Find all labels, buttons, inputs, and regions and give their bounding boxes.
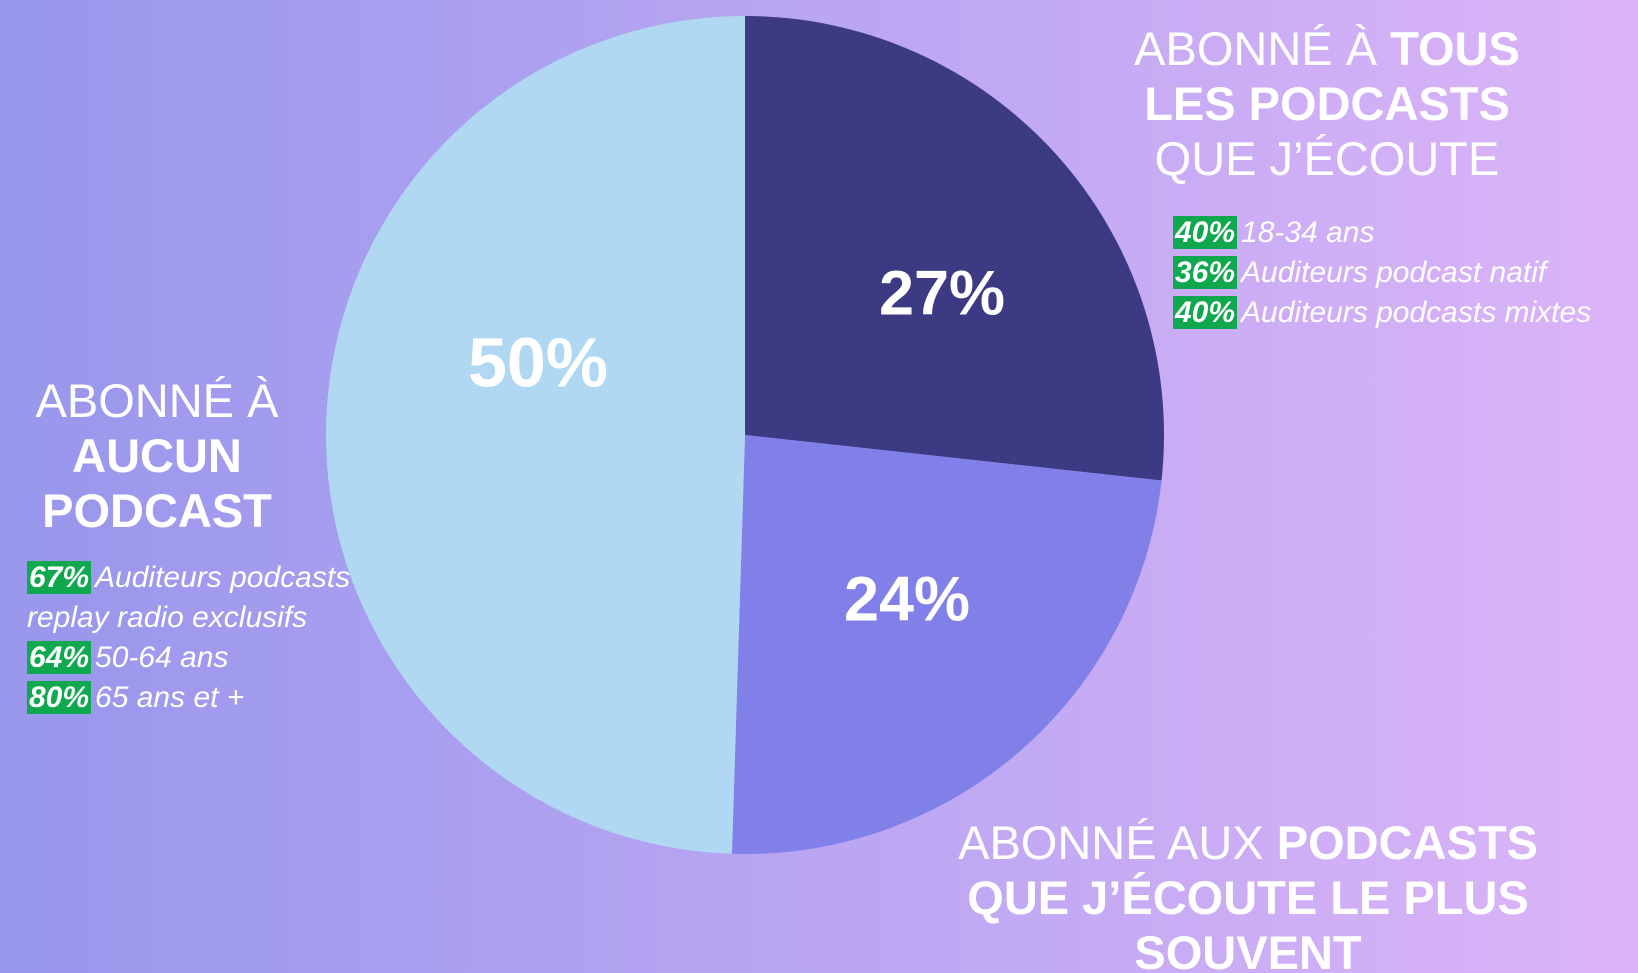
- title-line: PODCAST: [36, 483, 279, 538]
- title-part: SOUVENT: [1134, 926, 1362, 973]
- stat-row: 36% Auditeurs podcast natif: [1173, 253, 1591, 293]
- title-line: ABONNÉ AUX PODCASTS: [958, 815, 1538, 870]
- slice-title: ABONNÉ À AUCUN PODCAST: [36, 373, 279, 538]
- slice-label: 50%: [468, 323, 608, 401]
- stat-badge: 36%: [1173, 256, 1238, 289]
- stat-badge: 40%: [1173, 296, 1238, 329]
- title-line: LES PODCASTS: [1134, 76, 1520, 131]
- title-part: LES PODCASTS: [1144, 77, 1510, 130]
- stat-row: 67% Auditeurs podcasts replay radio exclu…: [27, 558, 377, 638]
- title-line: AUCUN: [36, 428, 279, 483]
- stat-row: 40% Auditeurs podcasts mixtes: [1173, 293, 1591, 333]
- title-part: QUE J’ÉCOUTE: [1154, 132, 1500, 185]
- title-part: ABONNÉ À: [35, 374, 279, 427]
- stat-badge: 64%: [27, 641, 92, 674]
- stat-text: 50-64 ans: [95, 641, 229, 674]
- stat-text: 65 ans et +: [95, 681, 245, 714]
- title-part: PODCASTS: [1276, 816, 1538, 869]
- title-part: ABONNÉ AUX: [958, 816, 1277, 869]
- pie-slice: [325, 16, 745, 854]
- title-part: PODCAST: [42, 484, 272, 537]
- stat-badge: 40%: [1173, 216, 1238, 249]
- stats: 67% Auditeurs podcasts replay radio exclu…: [27, 558, 377, 718]
- title-line: ABONNÉ À TOUS: [1134, 21, 1520, 76]
- title-part: QUE J’ÉCOUTE LE PLUS: [967, 871, 1529, 924]
- title-part: ABONNÉ À: [1134, 22, 1391, 75]
- stat-text: Auditeurs podcasts mixtes: [1241, 296, 1592, 329]
- title-part: AUCUN: [72, 429, 242, 482]
- stat-badge: 80%: [27, 681, 92, 714]
- title-line: ABONNÉ À: [36, 373, 279, 428]
- stat-text: Auditeurs podcasts replay radio exclusif…: [27, 561, 351, 634]
- slice-title: ABONNÉ AUX PODCASTS QUE J’ÉCOUTE LE PLUS S…: [958, 815, 1538, 973]
- pie-slice: [745, 16, 1164, 481]
- stat-row: 64% 50-64 ans: [27, 638, 377, 678]
- title-line: QUE J’ÉCOUTE: [1134, 131, 1520, 186]
- stat-text: 18-34 ans: [1241, 216, 1375, 249]
- slice-title: ABONNÉ À TOUS LES PODCASTS QUE J’ÉCOUTE: [1134, 21, 1520, 186]
- stat-text: Auditeurs podcast natif: [1241, 256, 1547, 289]
- stat-row: 40% 18-34 ans: [1173, 213, 1591, 253]
- title-line: SOUVENT: [958, 925, 1538, 973]
- stat-row: 80% 65 ans et +: [27, 678, 377, 718]
- title-part: TOUS: [1390, 22, 1520, 75]
- title-line: QUE J’ÉCOUTE LE PLUS: [958, 870, 1538, 925]
- slice-label: 24%: [844, 565, 970, 635]
- pie-slice: [731, 435, 1162, 854]
- slice-label: 27%: [879, 259, 1005, 329]
- stat-badge: 67%: [27, 561, 92, 594]
- stats: 40% 18-34 ans 36% Auditeurs podcast natif 40…: [1173, 213, 1591, 333]
